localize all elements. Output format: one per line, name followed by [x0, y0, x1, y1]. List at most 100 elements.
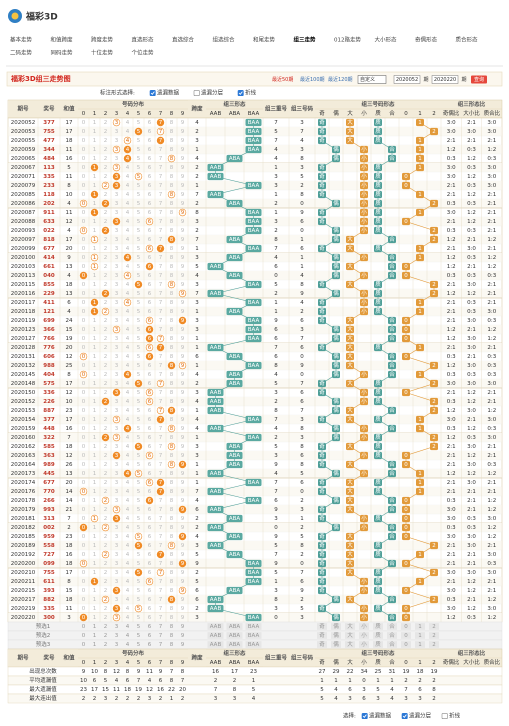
- shape-badge: [430, 199, 438, 208]
- option-checkbox[interactable]: [149, 90, 156, 97]
- digit-cell: 8: [170, 543, 174, 549]
- range-link[interactable]: 最近100期: [300, 76, 325, 83]
- single-digit: 0: [300, 228, 304, 234]
- query-button[interactable]: [471, 75, 487, 84]
- digit-hit: [178, 460, 187, 469]
- digit-cell: 7: [159, 426, 163, 432]
- nav-link[interactable]: 奇偶形态: [415, 36, 438, 44]
- nav-link[interactable]: 十位走势: [91, 49, 114, 57]
- form-hit: AAB: [210, 291, 222, 297]
- sum: 17: [66, 120, 73, 126]
- shape-badge: [318, 298, 326, 307]
- digit-cell: 1: [93, 354, 97, 360]
- shape-hit: 1: [418, 246, 422, 252]
- header-cell: [188, 100, 206, 118]
- span: 2: [195, 228, 199, 234]
- nav-link[interactable]: 跨度走势: [91, 36, 114, 44]
- range-link[interactable]: 最近50期: [272, 76, 293, 83]
- preset-digit: 3: [115, 624, 119, 630]
- custom-select[interactable]: [357, 75, 387, 84]
- shape-badge: [318, 559, 326, 568]
- digit-cell: 1: [93, 435, 97, 441]
- stat-value: 9: [159, 669, 163, 675]
- digit-cell: 2: [104, 570, 108, 576]
- unit-label: 期: [461, 77, 466, 83]
- check-mark: [238, 91, 243, 95]
- preset-box: [245, 632, 262, 639]
- digit-cell: 1: [93, 399, 97, 405]
- sum: 12: [66, 219, 73, 225]
- digit-cell: 9: [181, 426, 185, 432]
- shape-hit: 质: [375, 451, 381, 459]
- nav-link[interactable]: 个位走势: [132, 49, 155, 57]
- ratio: 0:3: [467, 516, 476, 522]
- digit-cell: 3: [115, 471, 119, 477]
- digit-cell: 8: [170, 183, 174, 189]
- sum: 13: [66, 471, 73, 477]
- ratio: 2:1: [447, 300, 456, 306]
- footer-checkbox[interactable]: [441, 712, 448, 719]
- footer-checkbox[interactable]: [401, 712, 408, 719]
- nav-link[interactable]: 同码走势: [51, 49, 74, 57]
- digit-cell: 0: [82, 363, 86, 369]
- shape-header: 小: [361, 109, 367, 117]
- nav-link[interactable]: 直选形态: [132, 36, 155, 44]
- digit-cell: 8: [170, 255, 174, 261]
- stat-value: 0: [362, 678, 366, 684]
- ratio: 0:3: [467, 228, 476, 234]
- digit-cell: 3: [115, 588, 119, 594]
- digit-hit: [123, 298, 132, 307]
- nav-link[interactable]: 和尾走势: [253, 36, 276, 44]
- digit-cell: 3: [115, 363, 119, 369]
- shape-badge: [416, 343, 424, 352]
- sum: 10: [66, 399, 73, 405]
- digit-cell: 4: [126, 156, 130, 162]
- digit-hit: [145, 577, 154, 586]
- to-input[interactable]: [431, 75, 459, 84]
- digit-cell: 0: [82, 498, 86, 504]
- option-checkbox[interactable]: [237, 90, 244, 97]
- digit-cell: 1: [93, 174, 97, 180]
- nav-link[interactable]: 直选综合: [172, 36, 195, 44]
- digit-cell: 1: [93, 543, 97, 549]
- ratio: 0:3: [487, 156, 496, 162]
- ratio: 2:1: [447, 579, 456, 585]
- issue: 2020117: [11, 300, 36, 306]
- shape-badge: [374, 298, 382, 307]
- digit-hit: [145, 451, 154, 460]
- ratio: 3:0: [487, 381, 496, 387]
- shape-badge: [388, 460, 396, 469]
- nav-link[interactable]: 组选综合: [213, 36, 236, 44]
- preset-shape: 0: [404, 642, 408, 648]
- nav-link[interactable]: 基本走势: [10, 36, 33, 44]
- shape-hit: 奇: [319, 217, 325, 225]
- shape-hit: 奇: [319, 379, 325, 387]
- nav-link[interactable]: 大小形态: [375, 36, 398, 44]
- digit-hit: [145, 388, 154, 397]
- nav-link[interactable]: 二码走势: [10, 49, 33, 57]
- preset-shape: 1: [418, 624, 422, 630]
- prize: 226: [43, 399, 55, 405]
- digit-cell: 5: [137, 426, 141, 432]
- nav-link[interactable]: 组三走势: [294, 36, 317, 44]
- option-checkbox[interactable]: [193, 90, 200, 97]
- nav-link[interactable]: 质合形态: [456, 36, 479, 44]
- preset-box: [359, 641, 369, 648]
- span: 3: [195, 444, 199, 450]
- digit-cell: 1: [93, 147, 97, 153]
- digit-cell: 2: [104, 327, 108, 333]
- repeat-digit: 0: [274, 525, 278, 531]
- stat-value: 7: [170, 669, 174, 675]
- digit-cell: 1: [93, 246, 97, 252]
- nav-link[interactable]: 和值跨度: [51, 36, 74, 44]
- digit-cell: 0: [82, 426, 86, 432]
- shape-hit: 质: [375, 433, 381, 441]
- footer-checkbox[interactable]: [361, 712, 368, 719]
- from-input[interactable]: [393, 75, 421, 84]
- nav-link[interactable]: 012路走势: [334, 36, 361, 44]
- range-link[interactable]: 最近120期: [328, 76, 353, 83]
- shape-hit: 大: [347, 496, 353, 504]
- digit-cell: 9: [181, 264, 185, 270]
- sum: 16: [66, 156, 73, 162]
- span: 3: [195, 327, 199, 333]
